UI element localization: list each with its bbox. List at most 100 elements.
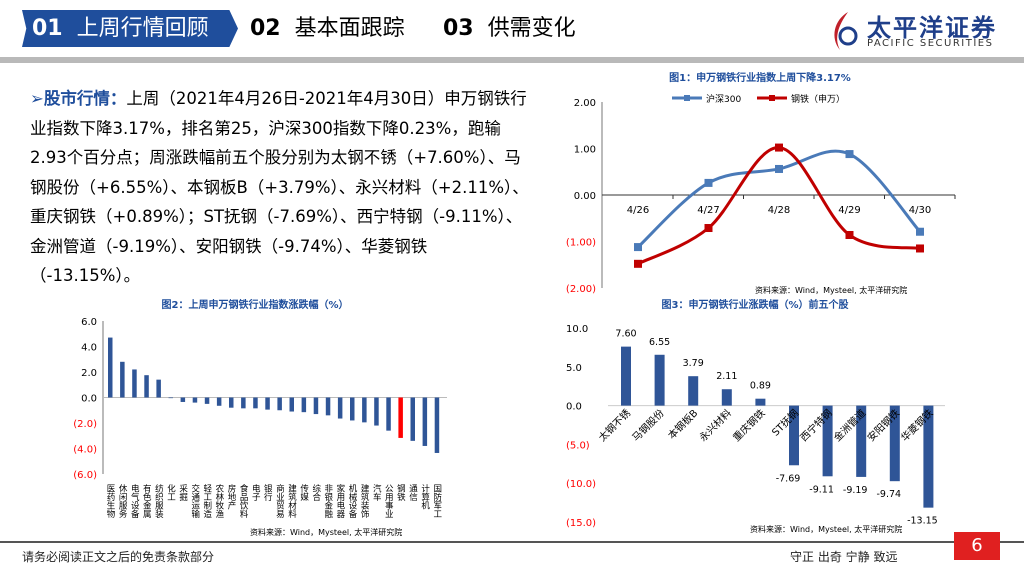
pacific-logo-icon: [834, 12, 858, 50]
x-tick-label: 房地产: [226, 483, 236, 510]
market-summary: ➢股市行情：上周（2021年4月26日-2021年4月30日）申万钢铁行业指数下…: [30, 84, 535, 291]
x-tick-label: 本钢板B: [665, 406, 700, 441]
bar: [688, 376, 699, 406]
tab-number: 01: [32, 16, 63, 41]
y-tick-label: 6.0: [81, 317, 97, 328]
bar: [621, 346, 631, 406]
bar: [301, 397, 307, 413]
x-tick-label: 休闲服务: [117, 483, 127, 519]
x-tick-label: 银行: [262, 483, 272, 502]
data-label: -7.69: [776, 473, 801, 484]
chart-title: 图3：申万钢铁行业涨跌幅（%）前五个股: [662, 298, 850, 311]
x-tick-label: 医药生物: [105, 484, 115, 519]
tab-supply-demand[interactable]: 03 供需变化: [443, 10, 576, 47]
bar: [422, 397, 428, 446]
y-tick-label: 5.0: [566, 363, 582, 374]
footer-divider: [0, 541, 1024, 543]
x-tick-label: 农林牧渔: [214, 483, 224, 518]
bar: [386, 397, 391, 431]
bar: [277, 397, 282, 411]
tab-fundamentals[interactable]: 02 基本面跟踪: [250, 10, 405, 47]
y-tick-label: (6.0): [73, 470, 97, 481]
page-number: 6: [954, 532, 1000, 560]
bar: [168, 397, 173, 399]
bar: [313, 397, 319, 415]
y-tick-label: (2.00): [566, 284, 596, 295]
x-tick-label: 钢铁: [395, 483, 405, 502]
data-point: [775, 164, 783, 173]
data-point: [916, 227, 924, 236]
chart-source: 资料来源：Wind，Mysteel, 太平洋研究院: [750, 524, 902, 534]
x-tick-label: 4/29: [838, 205, 860, 216]
x-tick-label: 公用事业: [383, 484, 393, 518]
x-tick-label: 通信: [408, 483, 418, 502]
y-tick-label: 10.0: [566, 324, 588, 335]
x-tick-label: 马钢股份: [629, 407, 666, 444]
tab-label: 供需变化: [487, 16, 576, 41]
legend-marker: [684, 95, 690, 101]
tab-number: 02: [250, 16, 281, 41]
x-tick-label: 4/26: [627, 205, 649, 216]
summary-key: 股市行情：: [43, 89, 127, 108]
x-tick-label: 有色金属: [141, 483, 151, 519]
legend-marker: [769, 95, 775, 101]
x-tick-label: 4/28: [768, 205, 790, 216]
x-tick-label: 4/27: [697, 205, 719, 216]
y-tick-label: 2.00: [574, 98, 596, 109]
x-tick-label: 纺织服装: [153, 483, 163, 519]
bar: [216, 397, 222, 406]
chart-top-stocks: 图3：申万钢铁行业涨跌幅（%）前五个股 10.0 5.0 0.0 (5.0) (10.0)…: [566, 298, 945, 534]
y-tick-label: (10.0): [566, 479, 596, 490]
bar: [398, 397, 403, 438]
data-point: [704, 224, 713, 233]
y-tick-label: 4.0: [81, 343, 97, 354]
bar: [265, 397, 270, 410]
x-tick-label: 太钢不锈: [596, 407, 633, 444]
x-tick-label: 采掘: [178, 483, 188, 502]
x-tick-label: 商业贸易: [274, 483, 284, 519]
x-tick-label: 计算机: [420, 483, 430, 510]
bar: [229, 397, 234, 408]
header-divider: [0, 57, 1024, 63]
chart-steel-vs-hs300: 图1：申万钢铁行业指数上周下降3.17% 2.00 1.00 0.00 (1.00) (2…: [566, 71, 956, 295]
y-tick-label: (15.0): [566, 518, 596, 529]
data-label: -9.19: [843, 485, 868, 496]
data-label: 0.89: [750, 381, 771, 392]
data-point: [634, 259, 642, 268]
y-tick-label: 0.00: [574, 191, 596, 202]
data-point: [845, 150, 854, 159]
data-point: [845, 230, 854, 239]
tab-label: 上周行情回顾: [76, 16, 209, 41]
x-tick-label: 电子: [250, 483, 260, 501]
bar: [253, 397, 258, 409]
bar: [241, 397, 246, 409]
tab-weekly-review[interactable]: 01 上周行情回顾: [22, 10, 238, 47]
bar: [120, 361, 125, 398]
footer-disclaimer: 请务必阅读正文之后的免责条款部分: [22, 550, 215, 564]
bar: [374, 397, 379, 426]
x-tick-label: 机械设备: [347, 483, 357, 519]
logo-text: 太平洋证券: [867, 14, 997, 42]
bar: [434, 397, 440, 453]
y-tick-label: 2.0: [81, 368, 97, 379]
summary-text: 上周（2021年4月26日-2021年4月30日）申万钢铁行业指数下降3.17%…: [30, 89, 529, 285]
chart-industry-returns: 图2：上周申万钢铁行业指数涨跌幅（%） 6.0 4.0 2.0 0.0 (2.0) (4.0…: [73, 298, 447, 537]
bar: [654, 354, 665, 406]
bar: [180, 397, 186, 402]
tab-label: 基本面跟踪: [294, 16, 405, 41]
bar: [192, 397, 198, 403]
bullet-arrow-icon: ➢: [30, 89, 44, 108]
bar: [889, 405, 900, 482]
x-tick-label: 综合: [311, 483, 321, 502]
bar: [362, 397, 367, 423]
y-tick-label: (2.0): [73, 419, 97, 430]
y-tick-label: (5.0): [566, 440, 590, 451]
y-tick-label: 0.0: [566, 402, 582, 413]
logo-subtext: PACIFIC SECURITIES: [867, 38, 994, 49]
footer-motto: 守正 出奇 宁静 致远: [790, 550, 898, 564]
data-label: -13.15: [907, 516, 938, 527]
legend-label: 沪深300: [706, 93, 741, 105]
x-tick-label: 建筑装饰: [359, 483, 369, 519]
y-tick-label: 0.0: [81, 394, 97, 405]
bar: [337, 397, 343, 419]
